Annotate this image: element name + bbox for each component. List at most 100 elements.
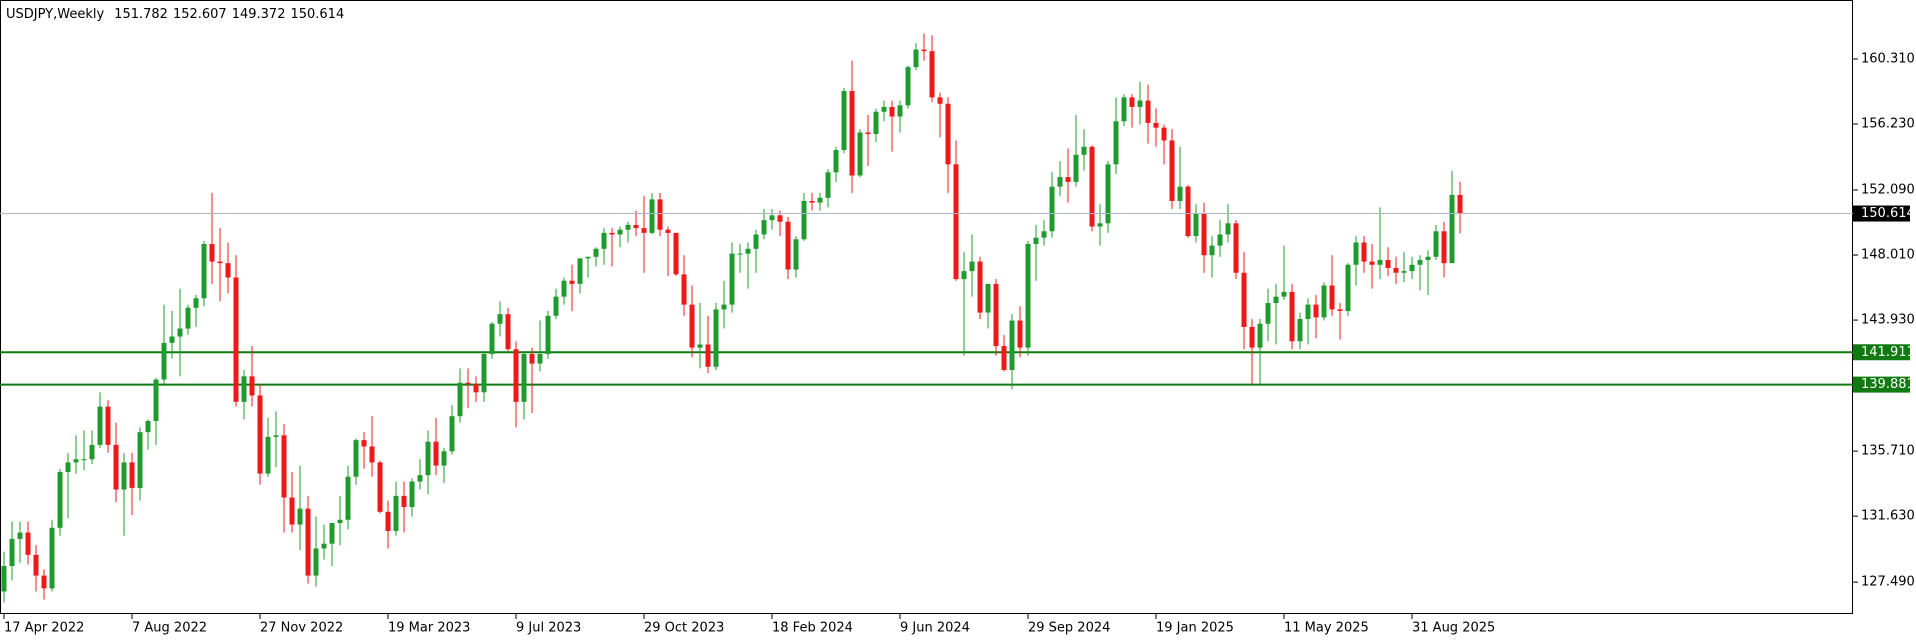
candle-body [529, 354, 535, 364]
candle-body [441, 451, 447, 466]
candle-body [577, 258, 583, 284]
candle-body [1369, 261, 1375, 265]
candle-body [593, 248, 599, 257]
candle-body [489, 323, 495, 355]
candle-body [1105, 164, 1111, 224]
candle-body [1089, 146, 1095, 227]
candle-body [1449, 194, 1455, 264]
candle-body [1257, 323, 1263, 348]
candle-body [521, 354, 527, 402]
candle-body [1329, 285, 1335, 310]
candle-body [793, 239, 799, 270]
candle-body [105, 406, 111, 445]
candle-body [1, 566, 7, 592]
chart-title: USDJPY,Weekly [6, 7, 104, 22]
candle-body [545, 315, 551, 355]
candle-body [737, 253, 743, 255]
candle-body [297, 508, 303, 525]
candle-body [1441, 231, 1447, 264]
candle-body [481, 354, 487, 393]
candle-body [1249, 326, 1255, 348]
candle-body [433, 441, 439, 466]
candle-body [353, 440, 359, 477]
candle-body [873, 111, 879, 135]
candle-body [833, 149, 839, 173]
candle-body [233, 277, 239, 402]
candle-body [1209, 245, 1215, 256]
candle-body [1377, 259, 1383, 265]
candle-body [73, 459, 79, 463]
candle-body [193, 298, 199, 308]
candle-body [857, 132, 863, 176]
level-label-box [1853, 344, 1910, 361]
candle-body [1225, 223, 1231, 235]
candle-body [553, 296, 559, 316]
x-tick-label: 19 Mar 2023 [388, 621, 470, 636]
chart-header: USDJPY,Weekly 151.782 152.607 149.372 150.61… [6, 7, 344, 22]
candle-body [609, 232, 615, 235]
candle-body [313, 548, 319, 576]
candle-body [113, 444, 119, 490]
candle-body [401, 495, 407, 508]
candle-body [1393, 267, 1399, 273]
candle-body [425, 441, 431, 476]
candle-body [1169, 140, 1175, 202]
candle-body [1345, 264, 1351, 311]
candle-body [289, 497, 295, 525]
candle-body [265, 436, 271, 474]
x-tick-label: 29 Sep 2024 [1028, 621, 1110, 636]
candle-body [569, 280, 575, 284]
candle-body [1457, 194, 1463, 214]
candle-body [1321, 285, 1327, 318]
candle-body [81, 459, 87, 461]
candle-body [89, 444, 95, 460]
candle-body [169, 336, 175, 343]
x-tick-label: 18 Feb 2024 [772, 621, 853, 636]
candle-body [1129, 97, 1135, 107]
candle-body [337, 519, 343, 523]
candle-body [241, 376, 247, 402]
candle-body [945, 103, 951, 165]
x-tick-label: 17 Apr 2022 [4, 621, 84, 636]
candle-body [417, 475, 423, 482]
level-label: 141.911 [1861, 345, 1915, 360]
candle-body [745, 248, 751, 254]
candle-body [1241, 272, 1247, 327]
candle-body [201, 244, 207, 299]
candle-body [1161, 127, 1167, 141]
candle-body [1217, 234, 1223, 246]
candle-body [897, 105, 903, 117]
y-tick-label: 160.310 [1861, 51, 1915, 66]
candle-body [377, 462, 383, 512]
candle-body [217, 261, 223, 264]
candle-body [689, 304, 695, 348]
y-tick-label: 152.090 [1861, 183, 1915, 198]
y-tick-label: 148.010 [1861, 248, 1915, 263]
candle-body [537, 354, 543, 364]
candle-body [1009, 320, 1015, 370]
x-tick-label: 27 Nov 2022 [260, 621, 343, 636]
candle-body [17, 532, 23, 539]
candle-body [625, 224, 631, 230]
candle-body [1201, 213, 1207, 256]
candle-body [1385, 259, 1391, 268]
candle-body [273, 435, 279, 437]
candle-body [969, 261, 975, 272]
candle-body [985, 283, 991, 313]
candle-body [665, 229, 671, 233]
candle-body [137, 432, 143, 488]
candle-body [881, 106, 887, 112]
candle-body [1337, 309, 1343, 311]
x-tick-label: 11 May 2025 [1284, 621, 1369, 636]
candle-body [329, 522, 335, 544]
candle-body [1297, 318, 1303, 342]
candle-body [1033, 237, 1039, 245]
candle-body [1145, 100, 1151, 123]
candle-body [1425, 256, 1431, 260]
candle-body [1049, 186, 1055, 232]
candle-body [617, 229, 623, 235]
candle-body [777, 215, 783, 222]
candle-body [209, 244, 215, 262]
candle-body [1401, 271, 1407, 273]
